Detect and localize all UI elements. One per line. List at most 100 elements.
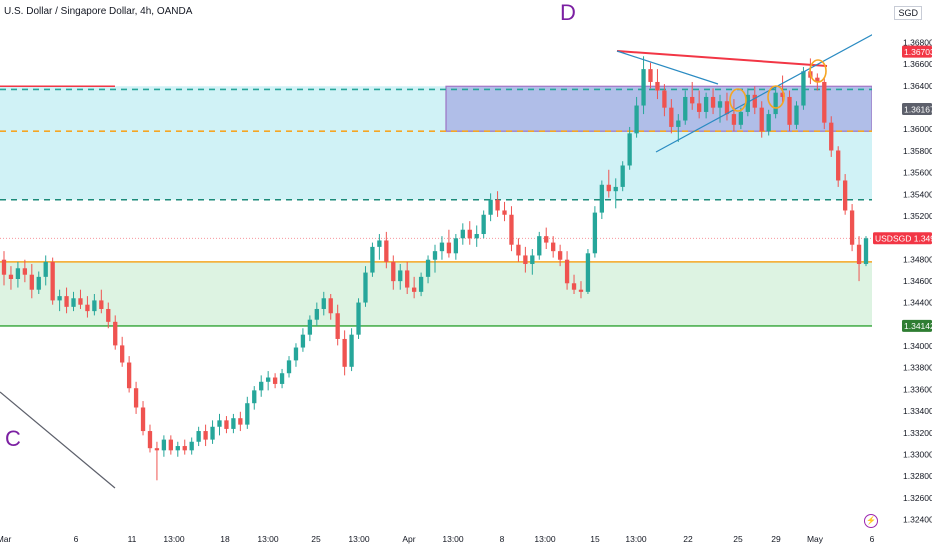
candle-body <box>217 420 222 427</box>
currency-button[interactable]: SGD <box>894 6 922 20</box>
y-tick-label: 1.33200 <box>903 428 932 438</box>
candle-body <box>418 276 424 292</box>
candle-body <box>585 253 591 292</box>
candle <box>377 234 382 260</box>
x-tick-label: 25 <box>733 534 743 544</box>
trendline-red <box>616 50 828 67</box>
x-tick-label: 13:00 <box>257 534 279 544</box>
candle <box>773 86 778 119</box>
candle <box>259 375 264 397</box>
candle <box>690 81 695 110</box>
candle-body <box>801 71 806 106</box>
candle-body <box>488 199 493 215</box>
y-tick-label: 1.33000 <box>903 449 932 459</box>
x-tick-label: 8 <box>500 534 505 544</box>
candle <box>99 289 104 314</box>
x-tick-label: 25 <box>311 534 321 544</box>
candle <box>238 411 243 432</box>
candle <box>1 251 7 286</box>
candle <box>662 84 667 117</box>
candle-body <box>147 431 153 449</box>
candle-body <box>50 261 55 301</box>
candle <box>8 266 14 290</box>
candle-body <box>189 441 194 451</box>
candle <box>502 201 507 222</box>
candle <box>189 437 194 455</box>
candle <box>703 92 709 119</box>
candle <box>231 413 236 434</box>
wedge-line-upper <box>616 50 719 85</box>
price-tag-label: 1.36167 <box>904 104 932 114</box>
candle <box>29 264 34 299</box>
candle-body <box>717 101 723 108</box>
candle <box>731 99 737 132</box>
x-tick-label: 6 <box>870 534 875 544</box>
y-tick-label: 1.35200 <box>903 211 932 221</box>
candle <box>439 236 445 260</box>
y-tick-label: 1.34600 <box>903 276 932 286</box>
candle <box>300 328 306 352</box>
candle <box>551 236 556 258</box>
y-tick-label: 1.33800 <box>903 363 932 373</box>
candle <box>64 287 69 314</box>
candle-body <box>481 214 486 235</box>
candle-body <box>43 261 48 277</box>
y-tick-label: 1.34400 <box>903 298 932 308</box>
candle <box>474 225 479 247</box>
candle <box>432 244 438 273</box>
candle-body <box>266 377 271 382</box>
candle <box>307 315 313 342</box>
candle <box>50 257 55 305</box>
candle <box>182 439 187 455</box>
candle-body <box>29 274 34 290</box>
candle-body <box>655 81 660 91</box>
candle <box>481 210 486 239</box>
candle-body <box>293 347 299 361</box>
candle <box>425 255 431 284</box>
candle-body <box>446 242 452 254</box>
wave-label-d: D <box>560 0 576 25</box>
candle <box>384 231 389 269</box>
candle <box>92 293 97 316</box>
candle <box>363 266 368 307</box>
candle-body <box>356 302 361 335</box>
candle-body <box>648 69 653 82</box>
price-tag-bg <box>902 45 932 58</box>
price-tag: USDSGD 1.34960 <box>873 232 932 245</box>
candle-body <box>780 92 785 97</box>
candle <box>22 259 28 283</box>
x-tick-label: 29 <box>771 534 781 544</box>
candle-body <box>57 296 62 301</box>
candle <box>787 90 792 132</box>
candle-body <box>279 373 285 384</box>
y-tick-label: 1.34000 <box>903 341 932 351</box>
price-tag: 1.34142 <box>902 319 932 332</box>
candle <box>460 223 465 245</box>
candle-body <box>36 276 41 290</box>
candle <box>509 206 514 252</box>
x-tick-label: 13:00 <box>534 534 556 544</box>
candle-body <box>113 321 118 346</box>
candle-body <box>252 390 257 404</box>
x-tick-label: 13:00 <box>348 534 370 544</box>
candle-body <box>78 298 83 305</box>
candle-body <box>564 259 570 284</box>
lightning-icon[interactable]: ⚡ <box>864 514 878 528</box>
candle-body <box>328 298 333 314</box>
candle-body <box>829 122 834 151</box>
candle-body <box>168 439 173 451</box>
candle <box>620 161 625 192</box>
candle-body <box>384 240 389 262</box>
candle <box>154 441 160 481</box>
candle-body <box>99 300 104 309</box>
candle <box>252 386 257 410</box>
candle <box>286 356 292 378</box>
candle <box>279 368 285 389</box>
candle <box>85 296 90 318</box>
candle <box>453 234 459 260</box>
candle <box>266 371 271 391</box>
candle-body <box>245 403 250 425</box>
candle-body <box>752 94 757 108</box>
y-tick-label: 1.32400 <box>903 515 932 525</box>
